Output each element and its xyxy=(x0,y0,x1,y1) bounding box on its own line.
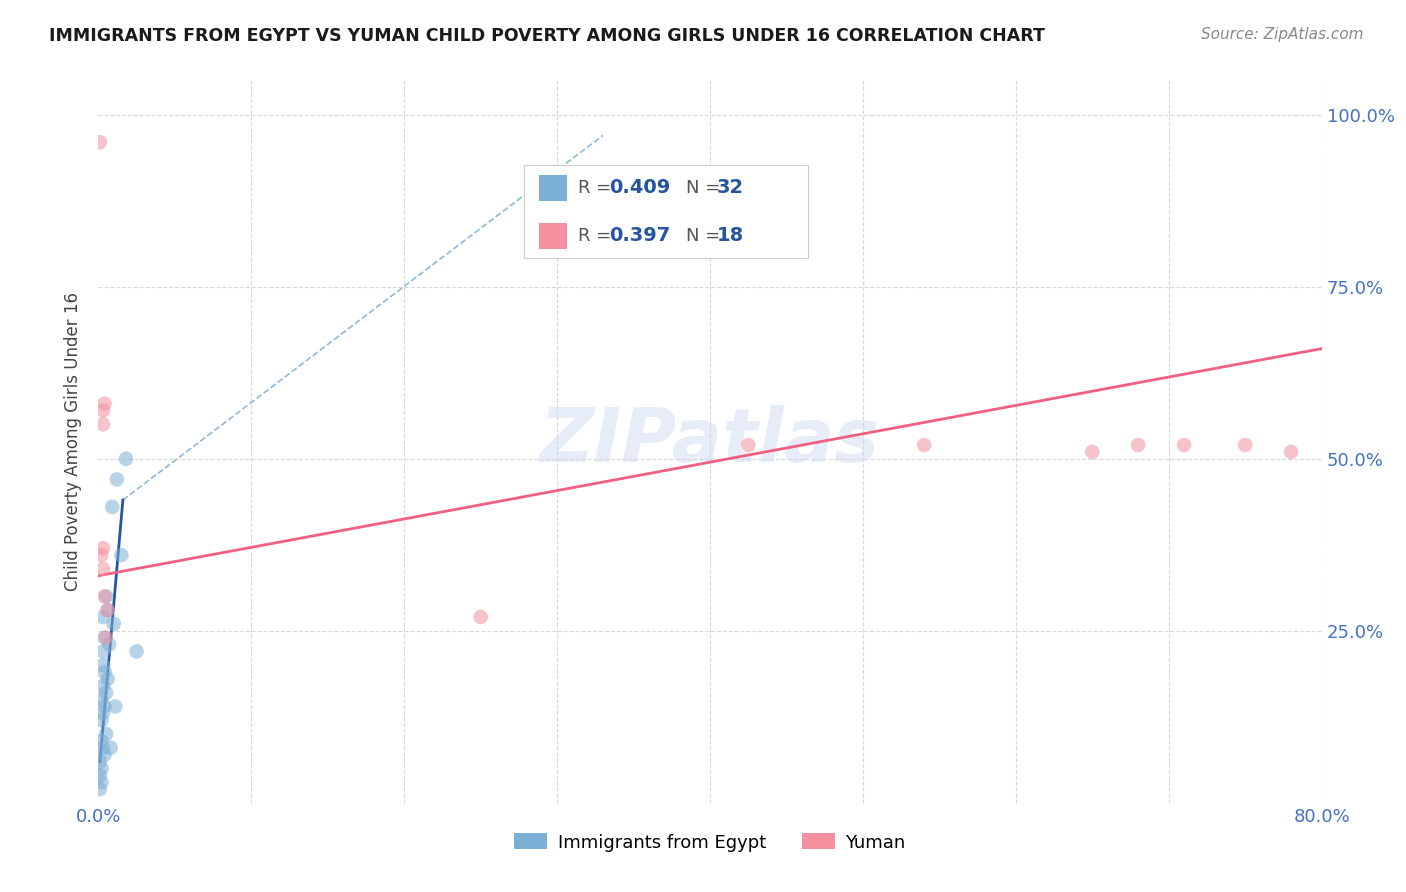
Text: ZIPatlas: ZIPatlas xyxy=(540,405,880,478)
Point xyxy=(125,644,148,658)
Point xyxy=(89,755,111,769)
Point xyxy=(91,541,114,556)
Point xyxy=(100,740,122,755)
Point xyxy=(1173,438,1195,452)
Text: IMMIGRANTS FROM EGYPT VS YUMAN CHILD POVERTY AMONG GIRLS UNDER 16 CORRELATION CH: IMMIGRANTS FROM EGYPT VS YUMAN CHILD POV… xyxy=(49,27,1045,45)
Point xyxy=(94,590,117,604)
Point xyxy=(115,451,138,466)
Point xyxy=(91,679,114,693)
Point xyxy=(470,610,492,624)
Point xyxy=(91,610,114,624)
Point xyxy=(105,472,128,486)
Point xyxy=(89,782,111,797)
Text: R =: R = xyxy=(578,178,617,196)
Text: N =: N = xyxy=(686,227,725,245)
Point xyxy=(90,713,112,727)
Point xyxy=(90,734,112,748)
Point xyxy=(89,768,111,782)
Text: 18: 18 xyxy=(717,227,744,245)
Point xyxy=(91,706,114,721)
Point xyxy=(90,761,112,775)
Point xyxy=(97,603,120,617)
Bar xyxy=(538,175,567,201)
Text: 0.397: 0.397 xyxy=(609,227,671,245)
Point xyxy=(1128,438,1150,452)
Text: 32: 32 xyxy=(717,178,744,197)
Text: R =: R = xyxy=(578,227,617,245)
Point xyxy=(91,644,114,658)
Point xyxy=(110,548,132,562)
Bar xyxy=(538,223,567,249)
Point xyxy=(98,638,121,652)
Point xyxy=(1279,445,1302,459)
Point xyxy=(93,665,115,679)
Point xyxy=(93,631,115,645)
Text: Source: ZipAtlas.com: Source: ZipAtlas.com xyxy=(1201,27,1364,42)
Point xyxy=(91,403,114,417)
Point xyxy=(93,397,115,411)
Point xyxy=(93,747,115,762)
Point xyxy=(89,135,111,149)
Point xyxy=(97,603,120,617)
Point xyxy=(91,417,114,432)
Point xyxy=(91,562,114,576)
Point xyxy=(104,699,127,714)
Point xyxy=(94,631,117,645)
Text: N =: N = xyxy=(686,178,725,196)
Point xyxy=(97,672,120,686)
Point xyxy=(1081,445,1104,459)
Y-axis label: Child Poverty Among Girls Under 16: Child Poverty Among Girls Under 16 xyxy=(65,292,83,591)
Point xyxy=(90,775,112,789)
Point xyxy=(90,548,112,562)
Point xyxy=(91,658,114,673)
Point xyxy=(912,438,935,452)
Point xyxy=(93,699,115,714)
Point xyxy=(1234,438,1257,452)
Point xyxy=(94,727,117,741)
Point xyxy=(93,590,115,604)
Point xyxy=(101,500,124,514)
Text: 0.409: 0.409 xyxy=(609,178,671,197)
Point xyxy=(94,686,117,700)
Point xyxy=(103,616,125,631)
Point xyxy=(737,438,759,452)
Point xyxy=(91,740,114,755)
Legend: Immigrants from Egypt, Yuman: Immigrants from Egypt, Yuman xyxy=(508,826,912,859)
Point xyxy=(90,692,112,706)
